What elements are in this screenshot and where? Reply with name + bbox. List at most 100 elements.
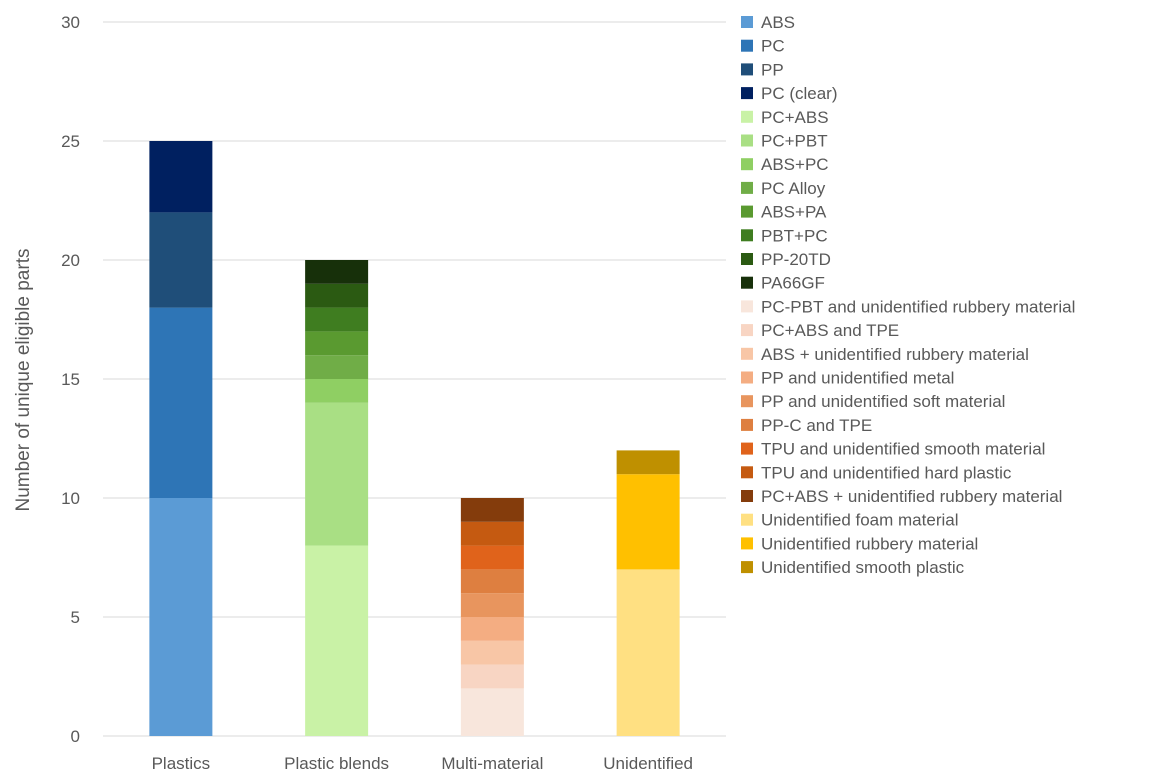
legend-item: PC (clear) [741,84,838,103]
legend-label: PA66GF [761,274,825,293]
bar-segment [460,545,524,570]
bar-segment [149,307,213,498]
legend-swatch [741,181,753,194]
legend-item: TPU and unidentified smooth material [741,440,1045,459]
legend-swatch [741,134,753,147]
legend-label: TPU and unidentified hard plastic [761,463,1012,482]
bar-segment [149,141,213,213]
bar-segment [305,283,369,308]
legend-label: PC Alloy [761,179,826,198]
legend-label: ABS+PC [761,155,829,174]
legend-swatch [741,395,753,408]
legend-label: PBT+PC [761,226,828,245]
legend-swatch [741,371,753,384]
legend-item: TPU and unidentified hard plastic [741,463,1012,482]
legend-item: PC-PBT and unidentified rubbery material [741,297,1075,316]
legend-swatch [741,110,753,123]
legend-label: PC+PBT [761,132,828,151]
legend-label: ABS [761,13,795,32]
bar-segment [460,664,524,689]
bar-segment [616,569,680,736]
x-axis-category-labels: Plastics Plastic blends Multi-material Unid… [152,754,693,773]
legend-label: TPU and unidentified smooth material [761,440,1045,459]
legend-swatch [741,158,753,171]
legend-swatch [741,205,753,218]
legend-item: PC+ABS [741,108,829,127]
bar-segment [460,617,524,641]
legend-item: ABS+PA [741,203,827,222]
legend-item: PC+PBT [741,132,828,151]
legend-swatch [741,276,753,289]
legend-label: PP and unidentified metal [761,369,954,388]
x-category-label: Unidentified [603,754,693,773]
legend-swatch [741,16,753,28]
legend-item: PP and unidentified soft material [741,392,1005,411]
legend-label: PP-C and TPE [761,416,872,435]
x-category-label: Plastic blends [284,754,389,773]
legend-swatch [741,442,753,455]
legend-label: ABS + unidentified rubbery material [761,345,1029,364]
y-tick-label: 20 [61,251,80,270]
bar-segment [149,498,213,736]
x-category-label: Multi-material [441,754,543,773]
legend-label: PC+ABS + unidentified rubbery material [761,487,1062,506]
legend-item: PP-C and TPE [741,416,872,435]
legend-swatch [741,418,753,431]
legend-label: Unidentified foam material [761,511,958,530]
legend-swatch [741,490,753,502]
bar-segment [460,569,524,594]
legend-item: ABS+PC [741,155,829,174]
legend-item: PC+ABS + unidentified rubbery material [741,487,1062,506]
x-category-label: Plastics [152,754,211,773]
bar-segment [305,545,369,736]
legend-item: PC Alloy [741,179,826,198]
bar-segment [460,498,524,522]
legend-label: PP-20TD [761,250,831,269]
bar-segment [460,640,524,665]
legend-label: PP [761,60,784,79]
legend-item: PC [741,37,785,56]
bar-segment [460,593,524,617]
legend-swatch [741,39,753,52]
legend-item: Unidentified rubbery material [741,534,978,553]
legend-item: Unidentified foam material [741,511,958,530]
y-axis-tick-labels: 0 5 10 15 20 25 30 [61,13,80,746]
y-tick-label: 5 [71,608,80,627]
legend-item: PBT+PC [741,226,828,245]
legend-item: PP [741,60,784,79]
bar-segment [305,307,369,332]
legend-item: PP and unidentified metal [741,369,954,388]
legend-label: PP and unidentified soft material [761,392,1005,411]
legend-swatch [741,87,753,100]
legend-swatch [741,324,753,337]
legend-item: Unidentified smooth plastic [741,558,965,577]
legend-item: PA66GF [741,274,825,293]
legend-item: PP-20TD [741,250,831,269]
bar-segment [305,402,369,546]
legend-label: PC (clear) [761,84,838,103]
legend-swatch [741,229,753,242]
legend-label: PC [761,37,785,56]
legend-swatch [741,466,753,479]
legend-swatch [741,513,753,526]
legend-swatch [741,253,753,265]
legend-swatch [741,63,753,76]
bars [149,141,680,736]
legend-item: ABS [741,13,795,32]
y-tick-label: 10 [61,489,80,508]
y-tick-label: 25 [61,132,80,151]
legend-swatch [741,300,753,313]
legend-label: Unidentified rubbery material [761,534,978,553]
y-tick-label: 15 [61,370,80,389]
bar-segment [149,212,213,308]
y-axis-title: Number of unique eligible parts [13,249,34,512]
bar-segment [616,474,680,570]
legend: ABS PC PP PC (clear) PC+ABS PC+PBT ABS+PC PC Al… [741,13,1075,577]
y-tick-label: 0 [71,727,80,746]
legend-label: PC+ABS and TPE [761,321,899,340]
bar-segment [305,355,369,379]
bar-segment [305,260,369,284]
bar-segment [460,521,524,546]
legend-swatch [741,561,753,574]
legend-item: ABS + unidentified rubbery material [741,345,1029,364]
